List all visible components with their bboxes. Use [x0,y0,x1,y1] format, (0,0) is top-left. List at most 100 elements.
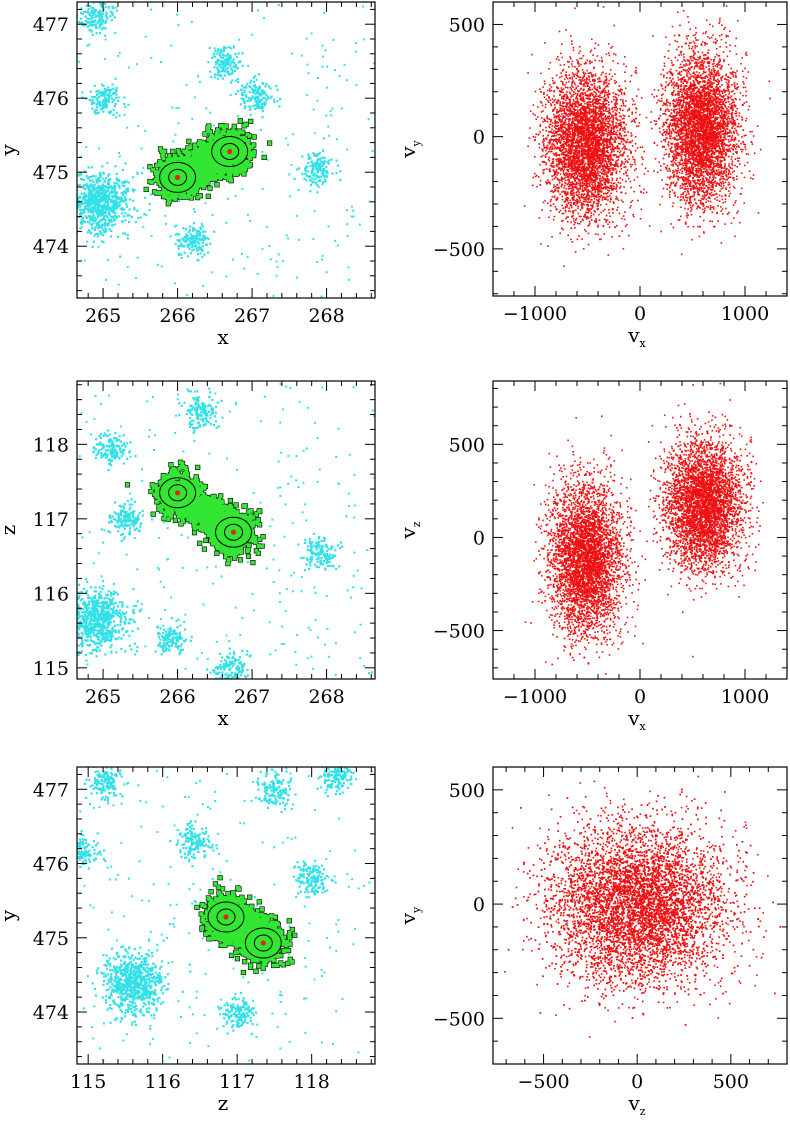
particle [91,107,94,110]
particle [195,230,198,233]
particle [121,193,124,196]
particle [85,145,88,148]
particle [112,206,115,209]
particle [315,166,318,169]
particle [71,198,73,200]
particle [200,222,203,225]
cluster-particle [159,149,164,154]
particle [110,199,113,202]
particle [90,232,93,235]
particle [100,198,103,201]
particle [250,33,253,36]
particle [89,24,92,27]
particle [79,208,82,211]
particle [211,182,214,185]
particle [124,192,127,195]
particle [127,181,130,184]
particle [232,46,235,49]
particle [80,192,83,195]
particle [107,204,110,207]
particle [91,101,94,105]
particle [88,179,92,182]
particle [115,86,118,90]
particle [128,214,131,217]
particle [95,197,98,200]
particle [96,221,99,225]
particle [229,73,232,76]
particle [115,192,118,195]
particle [90,219,93,222]
particle [108,213,111,217]
particle [312,167,315,170]
particle [98,26,101,29]
particle [217,59,220,62]
particle [143,196,146,199]
particle [150,8,153,11]
cluster-particle [186,194,190,199]
particle [126,188,129,191]
particle [313,172,316,175]
particle [217,71,220,74]
particle [110,19,113,22]
particle [212,124,215,127]
particle [113,219,116,222]
particle [117,96,120,99]
particle [256,272,259,275]
particle [255,100,258,103]
particle [249,105,252,108]
cluster-particle [187,179,192,184]
background-particles [64,2,375,298]
particle [224,54,227,57]
particle [116,198,120,201]
particle [107,94,110,97]
cluster-particle [179,162,184,166]
particle [183,236,186,239]
particle [230,60,234,63]
particle [118,200,122,203]
particle [102,204,105,207]
particle [112,199,115,203]
particle [204,202,207,205]
particle [229,81,232,84]
particle [87,186,91,189]
particle [71,236,73,238]
particle [94,23,98,26]
particle [297,167,301,170]
particle [126,234,129,237]
particle [232,58,235,61]
particle [94,195,98,198]
particle [65,83,67,85]
particle [115,96,118,99]
cluster-particle [214,169,219,174]
particle [315,154,318,157]
particle [116,205,119,208]
particle [104,193,108,197]
particle [83,211,86,214]
particle [107,186,110,189]
particle [216,66,219,69]
particle [114,214,117,217]
particle [79,22,82,25]
particle [103,231,106,234]
particle [131,188,134,191]
particle [323,11,326,14]
particle [209,70,212,73]
particle [87,7,90,11]
particle [222,68,225,71]
particle [114,6,117,9]
particle [64,203,66,205]
particle [263,17,265,20]
particle [140,171,144,175]
particle [124,232,127,235]
particle [91,206,93,209]
particle [371,150,374,153]
particle [315,175,319,178]
particle [355,50,358,53]
particle [143,213,146,216]
particle [236,115,239,118]
particle [93,194,96,197]
cluster-particle [200,158,205,163]
particle [148,209,151,212]
particle [150,57,153,60]
particle [309,190,312,193]
